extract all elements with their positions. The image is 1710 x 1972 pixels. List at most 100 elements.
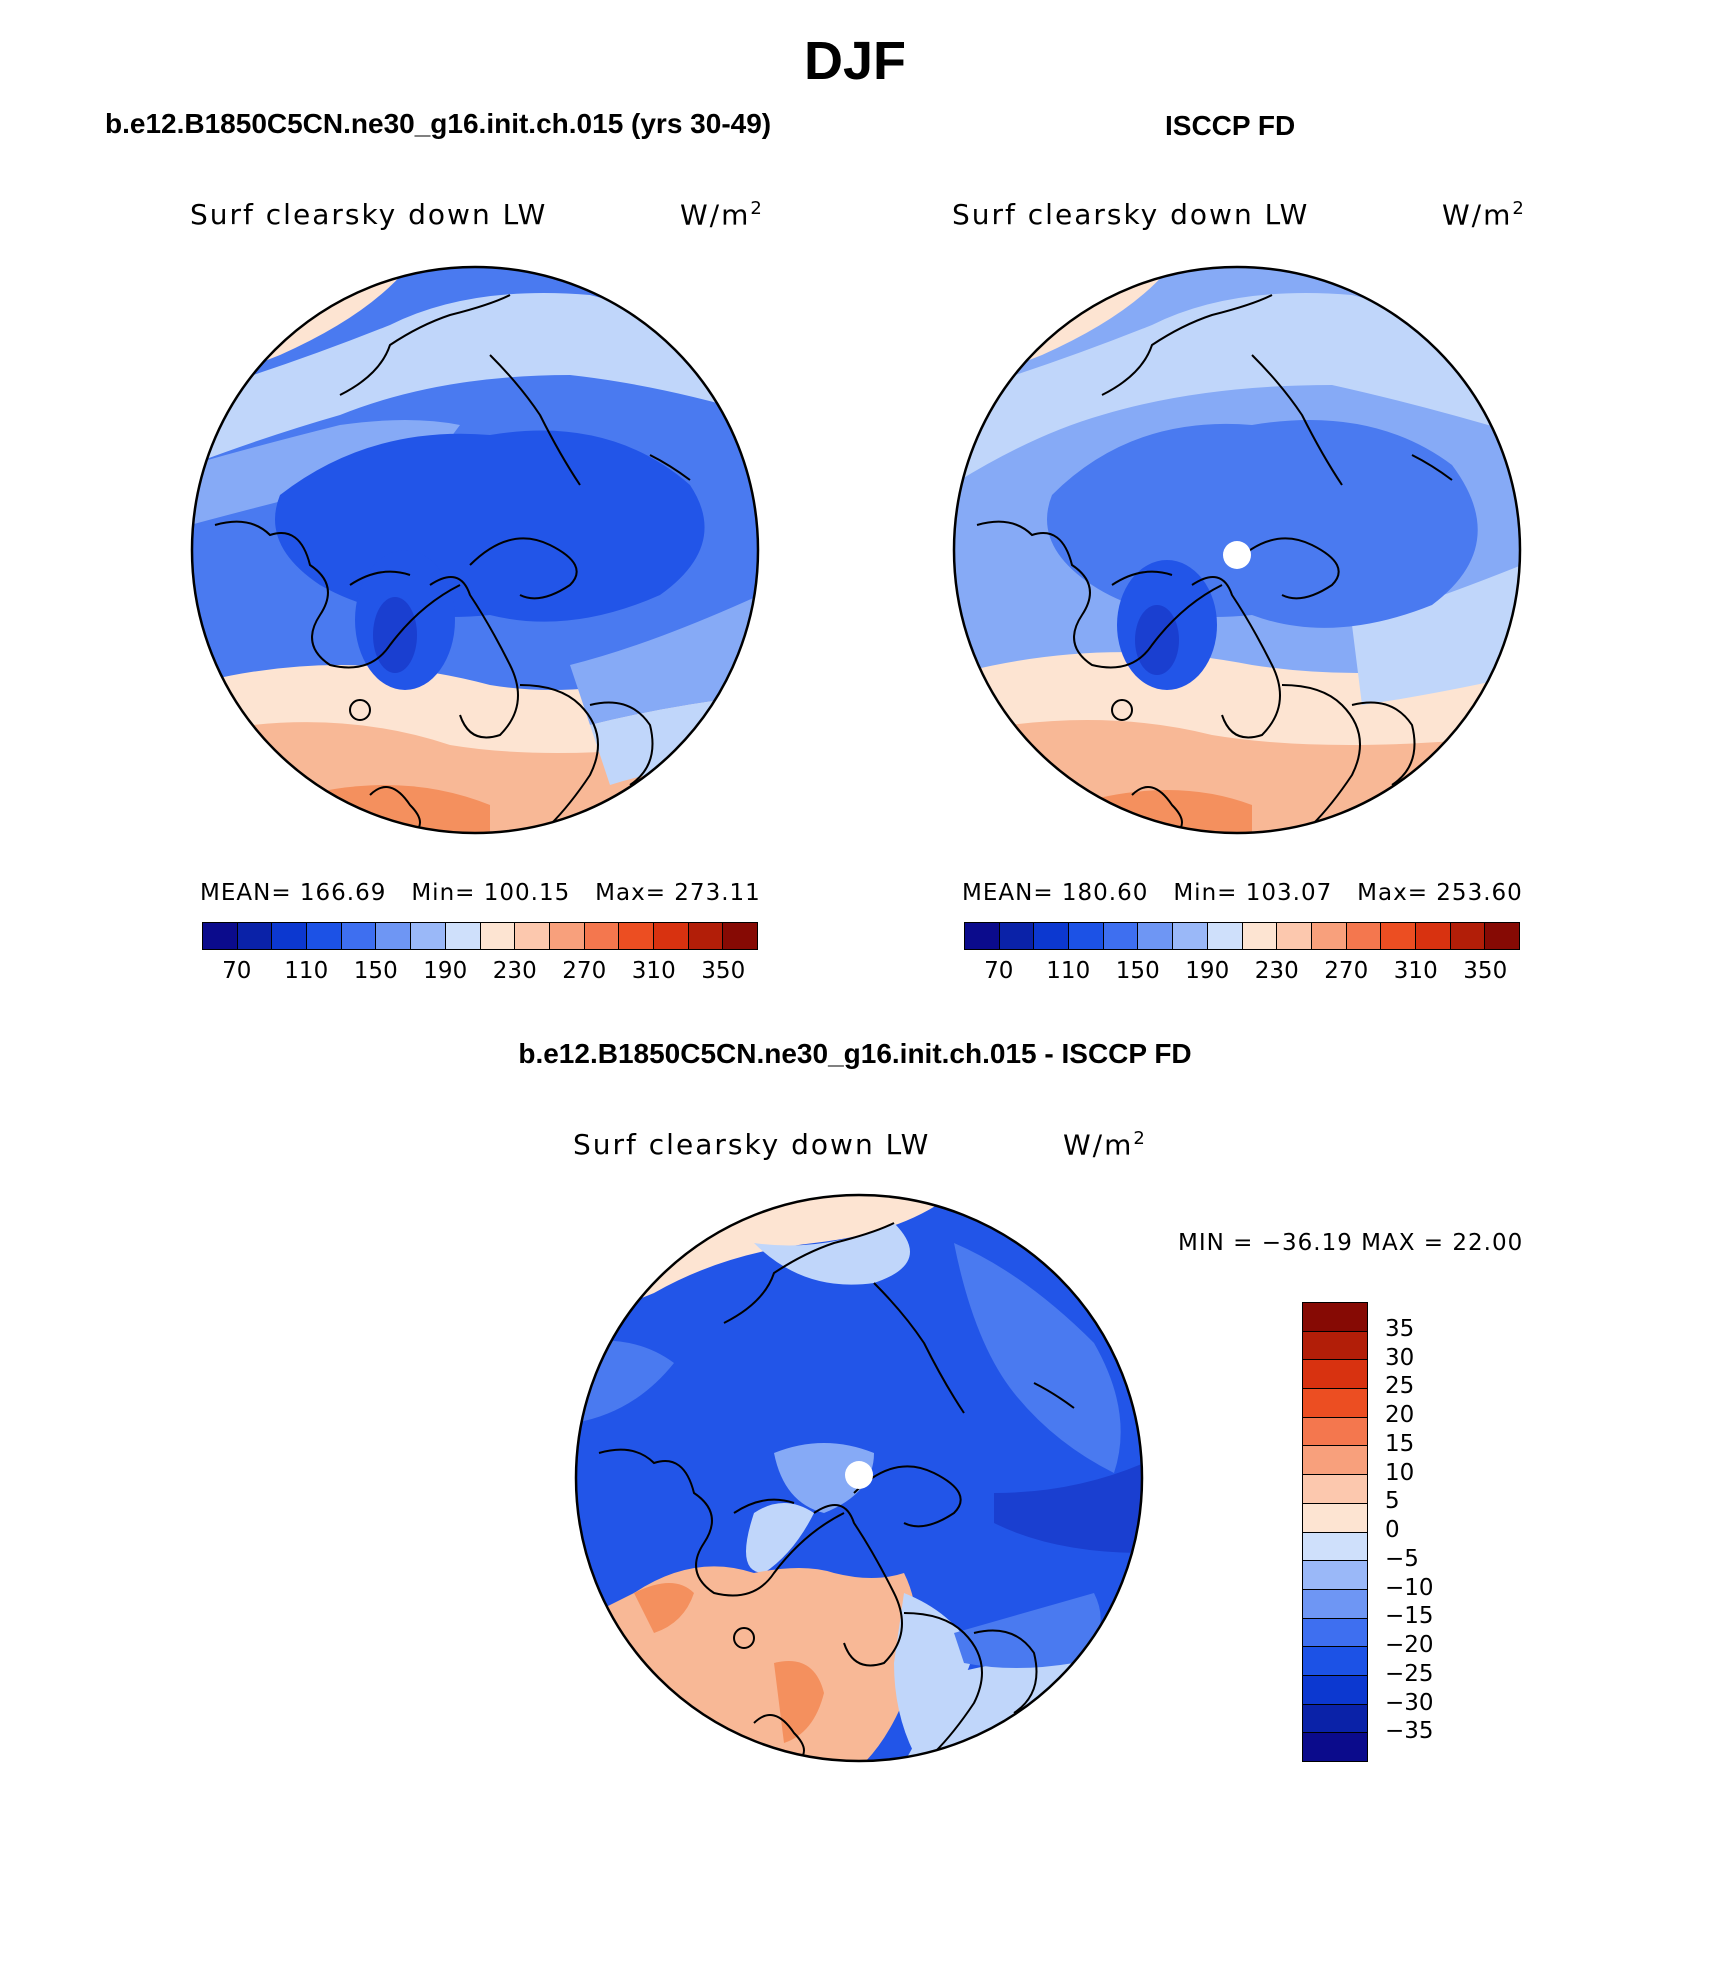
colorbar-swatch (444, 923, 480, 949)
colorbar-tick-label: −25 (1385, 1660, 1434, 1687)
colorbar-tick-label: 190 (423, 958, 468, 984)
colorbar-swatch (340, 923, 376, 949)
colorbar-swatch (1345, 923, 1381, 949)
colorbar-swatch (306, 923, 341, 949)
min-value: 103.07 (1245, 880, 1333, 906)
colorbar-tick-label: 270 (562, 958, 607, 984)
variable-title-obs: Surf clearsky down LW (952, 198, 1310, 231)
colorbar-swatch (375, 923, 411, 949)
colorbar-swatch (479, 923, 515, 949)
max-value: 273.11 (674, 880, 761, 906)
figure-title: DJF (803, 31, 906, 91)
variable-title-model: Surf clearsky down LW (190, 198, 548, 231)
colorbar-tick-label: 35 (1385, 1315, 1415, 1342)
colorbar-diff (1302, 1302, 1368, 1762)
colorbar-swatch (271, 923, 307, 949)
minmax-diff: MIN = −36.19 MAX = 22.00 (1178, 1230, 1524, 1256)
units-model: W/m2 (680, 198, 764, 232)
stats-obs: MEAN= 180.60 Min= 103.07 Max= 253.60 (962, 880, 1523, 906)
panel-title-model: b.e12.B1850C5CN.ne30_g16.init.ch.015 (yr… (105, 108, 772, 139)
colorbar-swatch (1206, 923, 1242, 949)
colorbar-swatch (1303, 1646, 1367, 1675)
colorbar-swatch (1380, 923, 1415, 949)
colorbar-tick-label: 310 (631, 958, 676, 984)
mean-value: 166.69 (299, 880, 387, 906)
colorbar-swatch (1303, 1560, 1367, 1589)
colorbar-swatch (1310, 923, 1346, 949)
colorbar-swatch (1241, 923, 1277, 949)
colorbar-swatch (236, 923, 272, 949)
colorbar-swatch (1303, 1502, 1367, 1532)
colorbar-tick-label: 0 (1385, 1517, 1400, 1543)
colorbar-swatch (1303, 1588, 1367, 1618)
colorbar-tick-label: 190 (1185, 958, 1230, 984)
max-value: 253.60 (1436, 880, 1523, 906)
colorbar-tick-label: −35 (1385, 1718, 1434, 1745)
colorbar-swatch (1414, 923, 1450, 949)
colorbar-tick-label: 20 (1385, 1402, 1415, 1428)
colorbar-tick-label: 350 (1463, 958, 1508, 984)
colorbar-swatch (1303, 1474, 1367, 1503)
colorbar-tick-label: 350 (701, 958, 746, 984)
colorbar-tick-label: −20 (1385, 1632, 1434, 1658)
colorbar-tick-label: 70 (222, 958, 252, 984)
colorbar-tick-label: 15 (1385, 1430, 1415, 1457)
units-obs: W/m2 (1442, 198, 1526, 232)
pole-hole (1223, 541, 1251, 569)
colorbar-swatch (1137, 923, 1173, 949)
map-boundary-circle (190, 265, 760, 835)
colorbar-swatch (1303, 1703, 1367, 1733)
colorbar-swatch (1102, 923, 1138, 949)
colorbar-tick-label: 230 (1254, 958, 1299, 984)
polar-map-diff (574, 1193, 1144, 1763)
colorbar-swatch (1303, 1531, 1367, 1561)
min-value: 100.15 (483, 880, 571, 906)
colorbar-ticks-model: 70 110 150 190 230 270 310 350 (202, 958, 758, 988)
colorbar-tick-label: −5 (1385, 1545, 1419, 1572)
colorbar-swatch (1484, 923, 1519, 949)
colorbar-swatch (1449, 923, 1485, 949)
colorbar-swatch (1303, 1416, 1367, 1446)
colorbar-tick-label: 25 (1385, 1373, 1415, 1400)
colorbar-tick-label: 5 (1385, 1488, 1400, 1515)
colorbar-tick-label: −30 (1385, 1689, 1434, 1716)
colorbar-swatch (410, 923, 445, 949)
colorbar-swatch (1068, 923, 1103, 949)
colorbar-swatch (1303, 1388, 1367, 1417)
polar-map-model (190, 265, 760, 835)
colorbar-tick-label: −10 (1385, 1574, 1434, 1601)
colorbar-swatch (687, 923, 723, 949)
colorbar-swatch (1033, 923, 1069, 949)
colorbar-tick-label: 270 (1324, 958, 1369, 984)
colorbar-tick-label: 110 (1046, 958, 1091, 984)
colorbar-tick-label: 110 (284, 958, 329, 984)
colorbar-labels-diff: 35 30 25 20 15 10 5 0 −5 −10 −15 −20 −25 −30 −35 (1385, 1302, 1465, 1762)
polar-map-obs (952, 265, 1522, 835)
colorbar-swatch (965, 923, 999, 949)
colorbar-swatch (1303, 1617, 1367, 1647)
mean-value: 180.60 (1061, 880, 1149, 906)
colorbar-swatch (652, 923, 688, 949)
colorbar-swatch (203, 923, 237, 949)
colorbar-tick-label: 150 (353, 958, 398, 984)
colorbar-obs (964, 922, 1520, 950)
colorbar-swatch (514, 923, 549, 949)
colorbar-tick-label: 30 (1385, 1344, 1415, 1371)
colorbar-swatch (1303, 1303, 1367, 1331)
panel-title-obs: ISCCP FD (1165, 110, 1296, 141)
colorbar-swatch (1303, 1674, 1367, 1704)
colorbar-swatch (1303, 1445, 1367, 1475)
colorbar-tick-label: −15 (1385, 1603, 1434, 1630)
colorbar-tick-label: 10 (1385, 1459, 1415, 1486)
colorbar-swatch (548, 923, 584, 949)
colorbar-model (202, 922, 758, 950)
colorbar-swatch (618, 923, 653, 949)
colorbar-swatch (1172, 923, 1207, 949)
colorbar-swatch (1276, 923, 1311, 949)
colorbar-swatch (583, 923, 619, 949)
colorbar-swatch (998, 923, 1034, 949)
colorbar-swatch (1303, 1359, 1367, 1389)
colorbar-ticks-obs: 70 110 150 190 230 270 310 350 (964, 958, 1520, 988)
colorbar-swatch (722, 923, 757, 949)
units-diff: W/m2 (1063, 1128, 1147, 1162)
